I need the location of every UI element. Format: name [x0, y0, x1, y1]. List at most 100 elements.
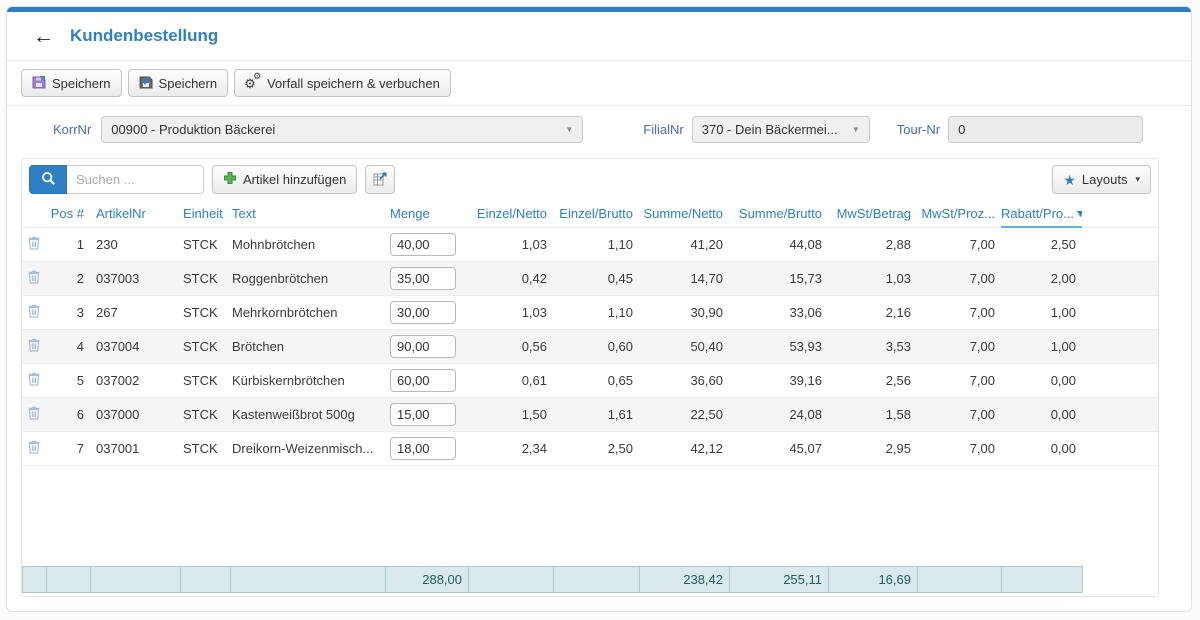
cell-mwst-proz: 7,00 — [917, 227, 1001, 262]
delete-row-icon[interactable] — [28, 338, 40, 352]
column-header-summe-netto[interactable]: Summe/Netto — [639, 200, 729, 228]
column-header-einzel-netto[interactable]: Einzel/Netto — [468, 200, 553, 228]
plus-icon — [223, 171, 237, 188]
cell-einheit: STCK — [180, 397, 230, 432]
export-positions-button[interactable] — [365, 165, 396, 194]
search-icon — [41, 171, 56, 189]
order-form-row: KorrNr 00900 - Produktion Bäckerei ▼ Fil… — [7, 106, 1191, 152]
save-check-button[interactable]: Speichern — [127, 69, 229, 97]
cell-summe-netto: 42,12 — [639, 431, 729, 466]
cell-einzel-brutto: 1,10 — [553, 295, 639, 330]
cell-pos: 7 — [46, 431, 90, 466]
cell-artikelnr: 230 — [90, 227, 180, 262]
delete-row-icon[interactable] — [28, 236, 40, 250]
cell-summe-brutto: 39,16 — [729, 363, 828, 398]
column-header-text[interactable]: Text — [230, 200, 385, 228]
save-and-post-button[interactable]: ⚙ ⚙ Vorfall speichern & verbuchen — [234, 69, 451, 97]
column-header-pos[interactable]: Pos # — [46, 200, 90, 228]
cell-rabatt: 1,00 — [1001, 329, 1082, 364]
menge-input[interactable] — [390, 402, 456, 426]
cell-artikelnr: 037001 — [90, 431, 180, 466]
layouts-button[interactable]: ★ Layouts ▾ — [1052, 165, 1151, 194]
cell-einzel-brutto: 2,50 — [553, 431, 639, 466]
cell-mwst-proz: 7,00 — [917, 397, 1001, 432]
column-header-summe-brutto[interactable]: Summe/Brutto — [729, 200, 828, 228]
filialnr-select[interactable]: 370 - Dein Bäckermei... ▼ — [691, 115, 870, 143]
cell-artikelnr: 037000 — [90, 397, 180, 432]
add-article-button[interactable]: Artikel hinzufügen — [212, 165, 358, 194]
save-disk-check-icon — [139, 75, 153, 92]
add-article-button-label: Artikel hinzufügen — [243, 172, 347, 187]
cell-rabatt: 1,00 — [1001, 295, 1082, 330]
menge-input[interactable] — [390, 436, 456, 460]
save-button[interactable]: Speichern — [21, 69, 122, 97]
search-button[interactable] — [29, 165, 67, 194]
save-disk-purple-icon — [32, 75, 46, 92]
page-header: ← Kundenbestellung — [7, 12, 1191, 61]
column-header-rabatt[interactable]: Rabatt/Pro... — [1001, 200, 1082, 228]
delete-row-icon[interactable] — [28, 406, 40, 420]
korrnr-select[interactable]: 00900 - Produktion Bäckerei ▼ — [101, 115, 584, 143]
table-row: 4 037004 STCK Brötchen 0,56 0,60 50,40 5… — [22, 329, 1158, 364]
table-row: 6 037000 STCK Kastenweißbrot 500g 1,50 1… — [22, 397, 1158, 432]
search-input[interactable] — [67, 165, 204, 194]
cell-filler — [1082, 397, 1158, 432]
column-header-einheit[interactable]: Einheit — [180, 200, 230, 228]
filialnr-label: FilialNr — [643, 121, 684, 137]
column-header-einzel-brutto[interactable]: Einzel/Brutto — [553, 200, 639, 228]
korrnr-value: 00900 - Produktion Bäckerei — [111, 121, 276, 137]
totals-cell-empty — [553, 566, 640, 593]
cell-einzel-netto: 2,34 — [468, 431, 553, 466]
save-and-post-button-label: Vorfall speichern & verbuchen — [267, 75, 440, 91]
cell-pos: 4 — [46, 329, 90, 364]
cell-einheit: STCK — [180, 261, 230, 296]
save-button-label: Speichern — [52, 75, 111, 91]
menge-input[interactable] — [390, 232, 456, 256]
delete-row-icon[interactable] — [28, 270, 40, 284]
cell-mwst-betrag: 2,88 — [828, 227, 917, 262]
top-accent-bar — [7, 7, 1191, 12]
table-row: 3 267 STCK Mehrkornbrötchen 1,03 1,10 30… — [22, 295, 1158, 330]
cell-pos: 1 — [46, 227, 90, 262]
cell-einzel-brutto: 0,65 — [553, 363, 639, 398]
column-header-mwst-betrag[interactable]: MwSt/Betrag — [828, 200, 917, 228]
tournr-input[interactable] — [948, 115, 1144, 143]
menge-input[interactable] — [390, 334, 456, 358]
menge-input[interactable] — [390, 266, 456, 290]
table-row: 2 037003 STCK Roggenbrötchen 0,42 0,45 1… — [22, 261, 1158, 296]
cell-summe-netto: 30,90 — [639, 295, 729, 330]
cell-einzel-netto: 1,50 — [468, 397, 553, 432]
column-header-mwst-proz[interactable]: MwSt/Proz... — [917, 200, 1001, 228]
totals-filler — [1083, 567, 1159, 593]
cell-mwst-proz: 7,00 — [917, 329, 1001, 364]
grid-empty-area — [22, 466, 1158, 567]
menge-input[interactable] — [390, 300, 456, 324]
cell-text: Mohnbrötchen — [230, 227, 385, 262]
chevron-down-icon: ▼ — [565, 124, 574, 134]
delete-row-icon[interactable] — [28, 440, 40, 454]
grid-toolbar: Artikel hinzufügen ★ Layouts ▾ — [22, 159, 1158, 200]
column-header-filler — [1082, 200, 1158, 228]
cell-einzel-netto: 0,56 — [468, 329, 553, 364]
column-header-rabatt-label: Rabatt/Pro... — [1001, 205, 1074, 221]
order-items-panel: Artikel hinzufügen ★ Layouts ▾ — [21, 158, 1159, 597]
back-arrow-icon[interactable]: ← — [33, 24, 54, 48]
cell-summe-brutto: 53,93 — [729, 329, 828, 364]
korrnr-label: KorrNr — [53, 121, 92, 137]
cell-mwst-betrag: 2,16 — [828, 295, 917, 330]
menge-input[interactable] — [390, 368, 456, 392]
delete-row-icon[interactable] — [28, 372, 40, 386]
cell-filler — [1082, 227, 1158, 262]
delete-row-icon[interactable] — [28, 304, 40, 318]
cell-summe-brutto: 15,73 — [729, 261, 828, 296]
cell-mwst-betrag: 2,95 — [828, 431, 917, 466]
cell-einzel-brutto: 0,60 — [553, 329, 639, 364]
totals-cell-empty — [468, 566, 554, 593]
cell-mwst-betrag: 2,56 — [828, 363, 917, 398]
totals-cell-empty — [46, 566, 91, 593]
column-header-menge[interactable]: Menge — [385, 200, 468, 228]
filialnr-value: 370 - Dein Bäckermei... — [701, 121, 838, 137]
column-header-delete — [22, 200, 46, 228]
cell-pos: 3 — [46, 295, 90, 330]
column-header-artikelnr[interactable]: ArtikelNr — [90, 200, 180, 228]
